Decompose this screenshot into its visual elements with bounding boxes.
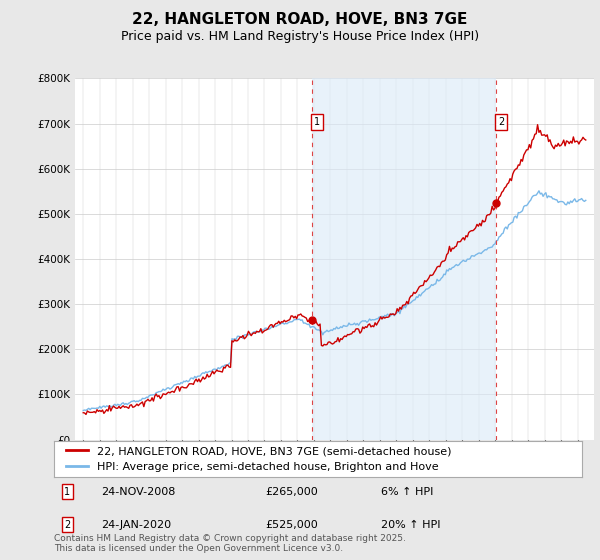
Text: 2: 2 bbox=[64, 520, 70, 530]
Text: 6% ↑ HPI: 6% ↑ HPI bbox=[382, 487, 434, 497]
Text: 24-NOV-2008: 24-NOV-2008 bbox=[101, 487, 176, 497]
Text: Contains HM Land Registry data © Crown copyright and database right 2025.
This d: Contains HM Land Registry data © Crown c… bbox=[54, 534, 406, 553]
Text: 20% ↑ HPI: 20% ↑ HPI bbox=[382, 520, 441, 530]
Text: 24-JAN-2020: 24-JAN-2020 bbox=[101, 520, 172, 530]
Text: 1: 1 bbox=[64, 487, 70, 497]
Text: 1: 1 bbox=[314, 116, 320, 127]
Text: 2: 2 bbox=[498, 116, 505, 127]
Text: £265,000: £265,000 bbox=[265, 487, 318, 497]
Text: £525,000: £525,000 bbox=[265, 520, 318, 530]
Text: Price paid vs. HM Land Registry's House Price Index (HPI): Price paid vs. HM Land Registry's House … bbox=[121, 30, 479, 43]
Text: 22, HANGLETON ROAD, HOVE, BN3 7GE: 22, HANGLETON ROAD, HOVE, BN3 7GE bbox=[133, 12, 467, 27]
Bar bbox=[312, 78, 496, 440]
Legend: 22, HANGLETON ROAD, HOVE, BN3 7GE (semi-detached house), HPI: Average price, sem: 22, HANGLETON ROAD, HOVE, BN3 7GE (semi-… bbox=[59, 440, 458, 479]
